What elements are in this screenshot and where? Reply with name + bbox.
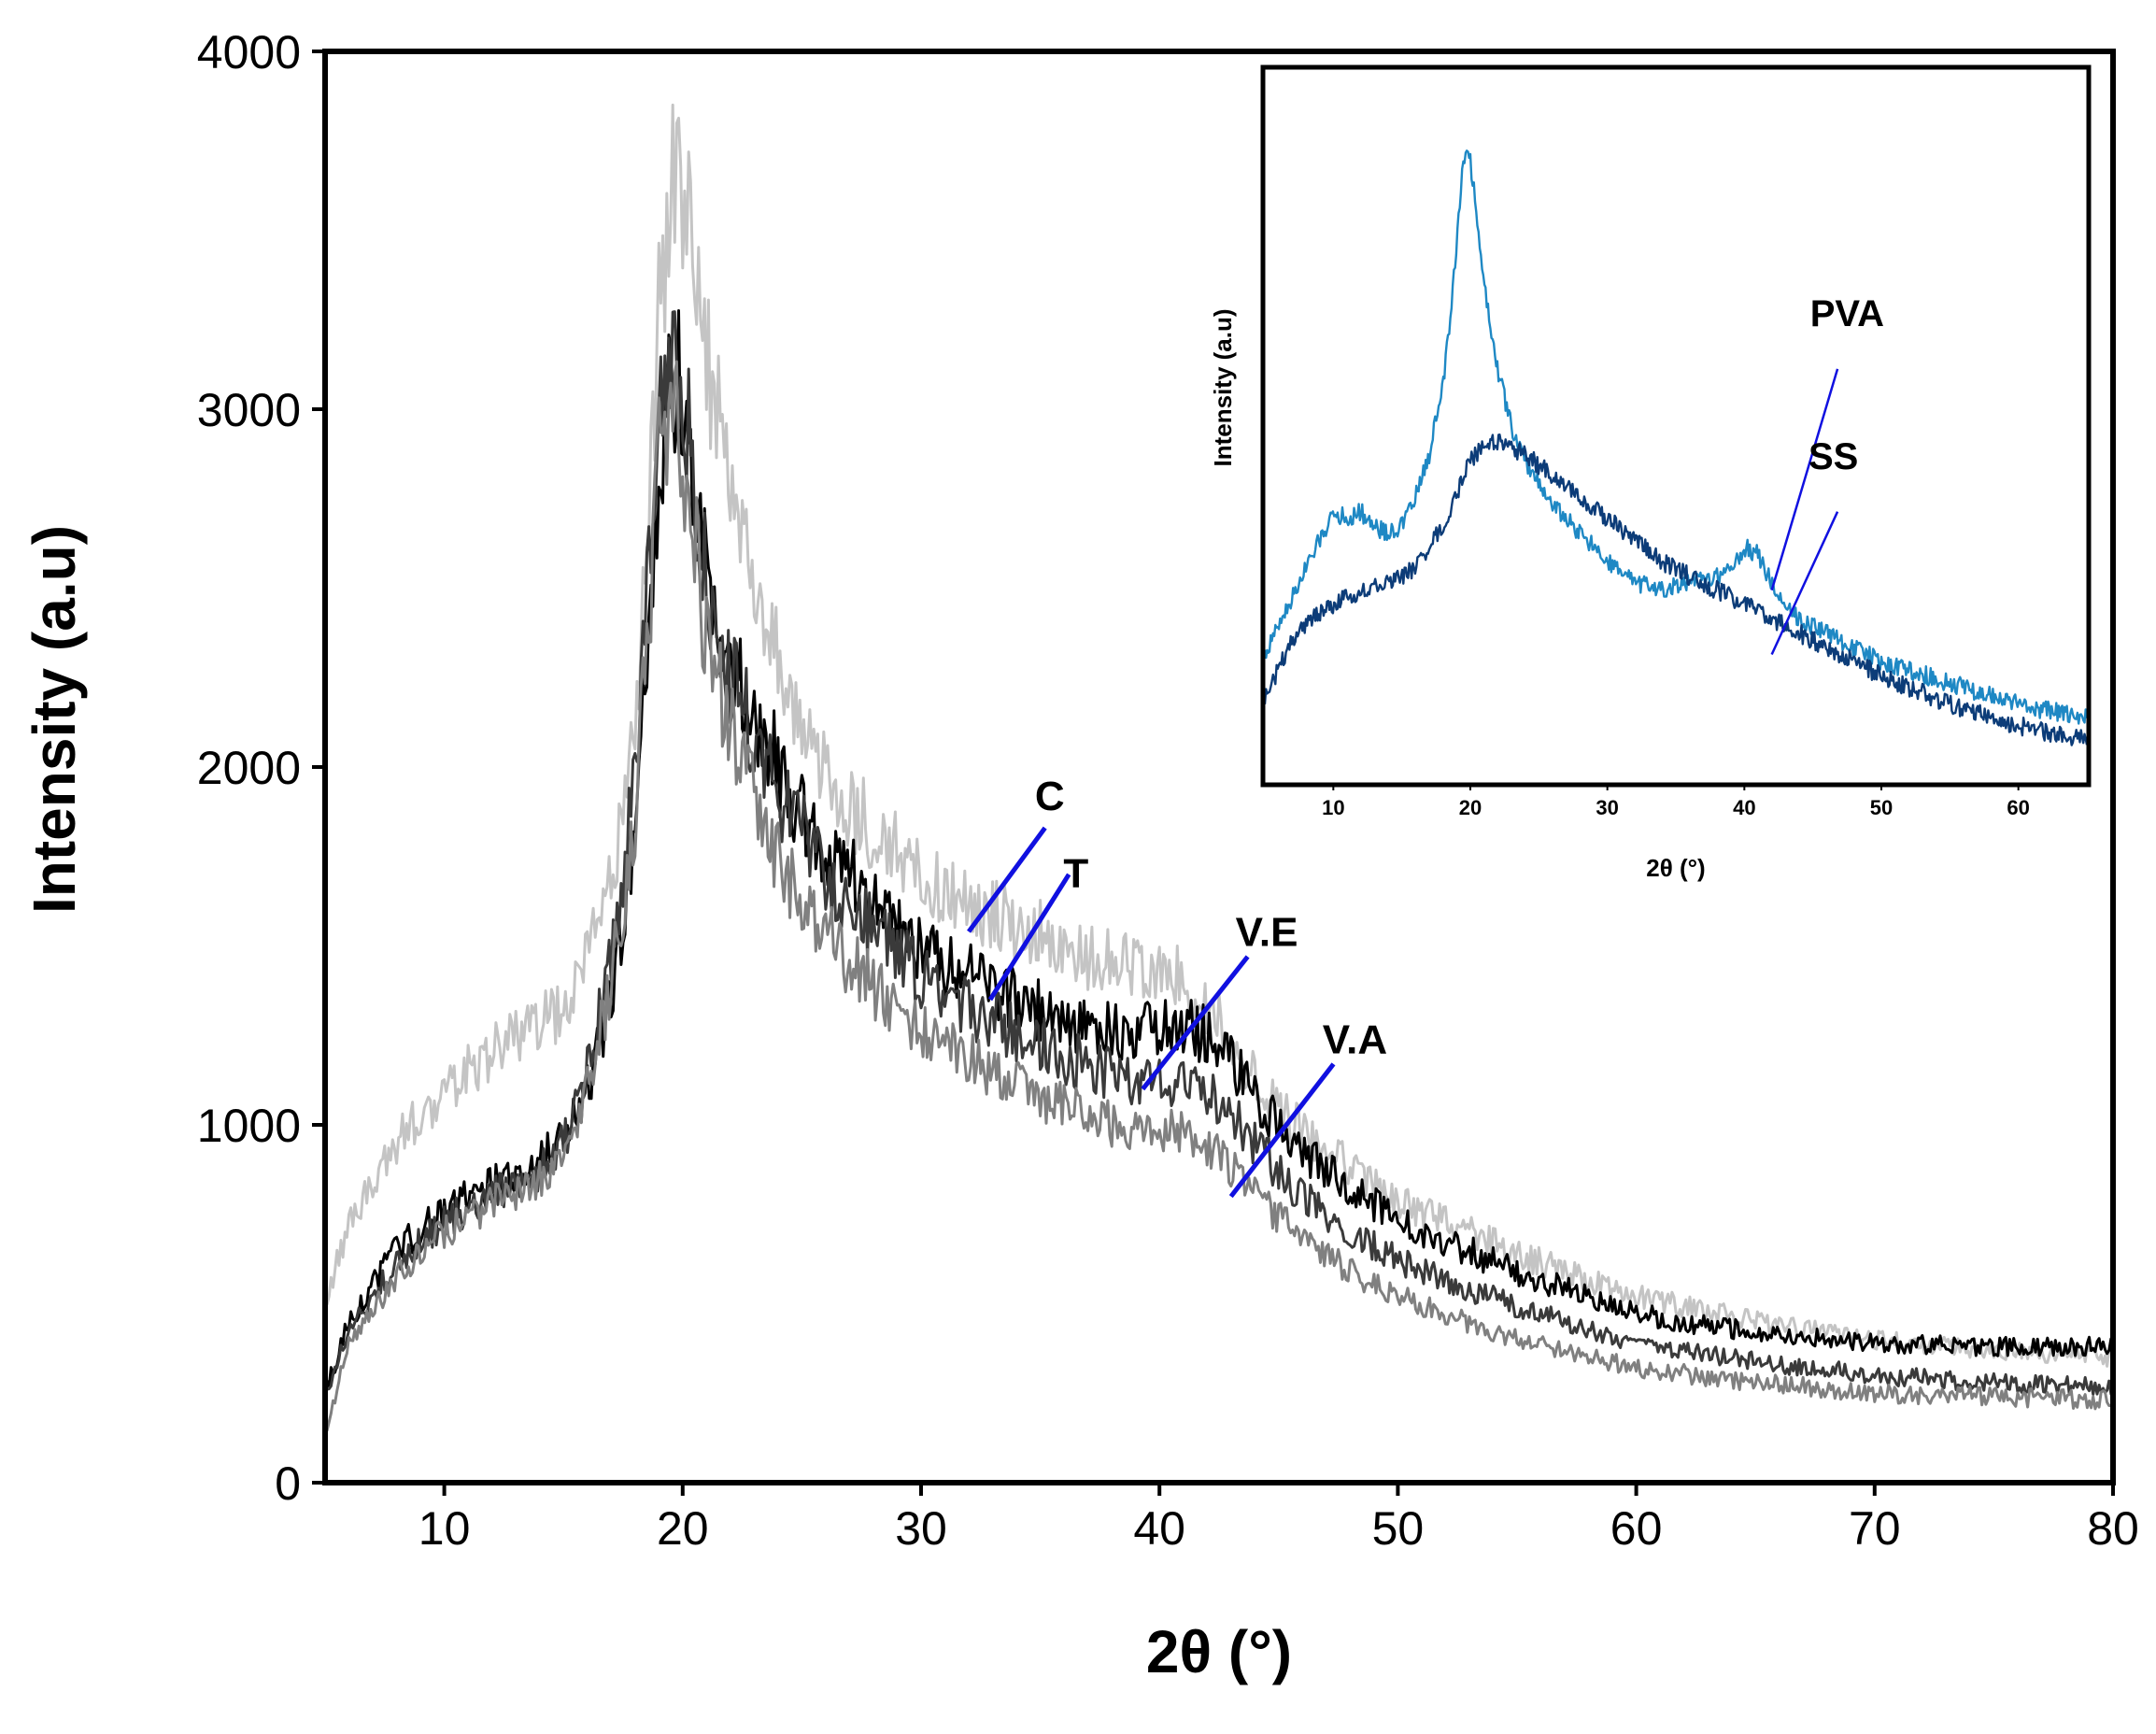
x-tick-label: 10 xyxy=(418,1502,471,1555)
y-tick-label: 0 xyxy=(275,1457,301,1510)
inset-x-axis-title: 2θ (°) xyxy=(1646,854,1705,882)
main-x-ticks: 10 20 30 40 50 60 70 80 xyxy=(418,1483,2139,1555)
x-tick-label: 50 xyxy=(1372,1502,1425,1555)
x-tick-label: 60 xyxy=(2007,796,2029,819)
curve-label-v-a: V.A xyxy=(1323,1016,1387,1062)
inset-plot-frame xyxy=(1260,64,2092,788)
x-tick-label: 60 xyxy=(1610,1502,1663,1555)
series-line-ss xyxy=(1263,434,2089,746)
leader-line-c xyxy=(967,826,1047,933)
x-tick-label: 20 xyxy=(1459,796,1482,819)
x-tick-label: 70 xyxy=(1849,1502,1901,1555)
inset-label-leaders xyxy=(1770,368,1839,656)
leader-line-v-a xyxy=(1228,1062,1336,1199)
x-tick-label: 30 xyxy=(1596,796,1618,819)
x-tick-label: 10 xyxy=(1322,796,1344,819)
main-y-axis-title: Intensity (a.u) xyxy=(21,525,88,914)
leader-line-v-e xyxy=(1141,955,1250,1091)
x-tick-label: 30 xyxy=(895,1502,947,1555)
leader-line-pva xyxy=(1770,368,1839,591)
y-tick-label: 4000 xyxy=(197,26,301,78)
main-y-ticks: 0 1000 2000 3000 4000 xyxy=(197,26,325,1510)
leader-line-t xyxy=(987,873,1071,1002)
inset-background xyxy=(1263,67,2089,785)
x-tick-label: 20 xyxy=(657,1502,709,1555)
series-line-pva xyxy=(1263,149,2089,725)
curve-label-t: T xyxy=(1063,850,1088,896)
series-line-v-e xyxy=(323,310,2115,1396)
main-label-leaders xyxy=(967,826,1336,1199)
y-tick-label: 3000 xyxy=(197,384,301,436)
inset-curve-labels: PVA SS xyxy=(1808,293,1884,477)
x-tick-label: 40 xyxy=(1733,796,1755,819)
y-tick-label: 2000 xyxy=(197,742,301,794)
main-chart: CT V.E V.A 10 20 30 40 50 60 70 80 0 1000 2000 3000 4… xyxy=(21,26,2139,1685)
y-tick-label: 1000 xyxy=(197,1100,301,1152)
x-tick-label: 80 xyxy=(2087,1502,2139,1555)
x-tick-label: 50 xyxy=(1870,796,1893,819)
inset-series-group xyxy=(1263,149,2089,746)
main-curve-labels: CT V.E V.A xyxy=(1035,774,1387,1062)
curve-label-pva: PVA xyxy=(1810,293,1884,334)
main-x-axis-title: 2θ (°) xyxy=(1146,1618,1292,1685)
x-tick-label: 40 xyxy=(1133,1502,1185,1555)
inset-x-ticks: 10 20 30 40 50 60 xyxy=(1322,783,2030,819)
leader-line-ss xyxy=(1770,511,1839,656)
inset-chart: PVA SS 10 20 30 40 50 60 2θ (°) Intensity (a.u… xyxy=(1209,64,2092,882)
curve-label-v-e: V.E xyxy=(1236,910,1298,956)
inset-y-axis-title: Intensity (a.u) xyxy=(1209,308,1237,466)
curve-label-ss: SS xyxy=(1808,436,1858,477)
series-line-v-a xyxy=(323,360,2115,1432)
curve-label-c: C xyxy=(1035,774,1065,819)
